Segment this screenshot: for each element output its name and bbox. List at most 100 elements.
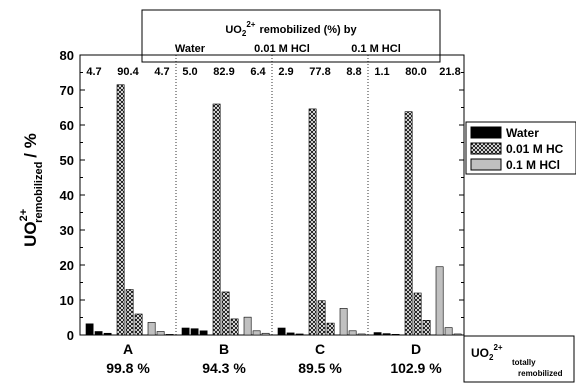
- top-value-label: 80.0: [405, 66, 426, 78]
- top-value-label: 6.4: [250, 66, 266, 78]
- bar-C-s1-3: [295, 333, 304, 336]
- bar-C-s3-1: [339, 308, 348, 336]
- category-label: B: [219, 341, 229, 357]
- top-value-label: 5.0: [182, 66, 197, 78]
- y-axis-label: UO2+ remobilized / %: [18, 133, 45, 247]
- percent-label: 99.8 %: [106, 360, 150, 376]
- bottom-box-line1: totally: [512, 358, 536, 367]
- top-values: 4.7 90.4 4.7 5.0 82.9 6.4 2.9 77.8 8.8 1.1 80.0 21.…: [86, 66, 460, 78]
- bar-B-s2-1: [212, 103, 221, 336]
- bar-A-s1-1: [85, 323, 94, 336]
- bars: [85, 84, 462, 336]
- top-box-uo-sup: 2+: [246, 20, 255, 29]
- ylabel-sub: remobilized: [33, 162, 45, 223]
- y-tick-label: 10: [60, 293, 74, 308]
- category-label: C: [315, 341, 325, 357]
- bar-A-s1-3: [103, 332, 112, 336]
- bar-A-s1-2: [94, 331, 103, 336]
- percent-label: 89.5 %: [298, 360, 342, 376]
- y-ticks: 0 10 20 30 40 50 60 70 80: [60, 48, 464, 343]
- bar-B-s3-2: [252, 330, 261, 336]
- legend: Water 0.01 M HC 0.1 M HCl: [465, 121, 576, 175]
- bottom-box-frame: [463, 335, 575, 383]
- y-tick-label: 70: [60, 83, 74, 98]
- bar-C-s1-1: [277, 327, 286, 336]
- bar-D-s2-1: [404, 111, 413, 336]
- category-labels: A 99.8 % B 94.3 % C 89.5 % D 102.9 %: [106, 341, 442, 376]
- bar-B-s1-1: [181, 327, 190, 336]
- top-value-label: 1.1: [374, 66, 389, 78]
- bottom-box: UO22+ totally remobilized: [463, 335, 575, 383]
- bar-C-s1-2: [286, 332, 295, 336]
- top-value-label: 77.8: [309, 66, 330, 78]
- bottom-box-line2: remobilized: [518, 369, 563, 378]
- legend-label-01: 0.1 M HCl: [506, 158, 560, 172]
- percent-label: 102.9 %: [390, 360, 442, 376]
- bar-C-s2-3: [326, 322, 335, 336]
- top-value-label: 8.8: [346, 66, 361, 78]
- y-tick-label: 0: [67, 328, 74, 343]
- bar-C-s3-2: [348, 330, 357, 336]
- top-value-label: 4.7: [86, 66, 101, 78]
- category-label: D: [411, 341, 421, 357]
- ylabel-main: UO: [21, 221, 40, 247]
- ylabel-unit: / %: [21, 133, 40, 158]
- bar-A-s2-3: [134, 313, 143, 336]
- bar-B-s2-3: [230, 318, 239, 336]
- top-box-title: UO22+ remobilized (%) by: [225, 20, 357, 38]
- bottom-box-title: UO22+: [471, 343, 503, 362]
- bar-B-s3-1: [243, 316, 252, 336]
- bar-C-s2-2: [317, 300, 326, 336]
- bar-B-s1-3: [199, 330, 208, 336]
- legend-swatch-water: [470, 126, 502, 139]
- top-value-label: 21.8: [439, 66, 460, 78]
- bar-C-s3-3: [357, 333, 366, 336]
- bar-D-s2-3: [422, 319, 431, 336]
- bar-B-s1-2: [190, 328, 199, 336]
- legend-label-001: 0.01 M HC: [506, 142, 564, 156]
- y-tick-label: 50: [60, 153, 74, 168]
- y-tick-label: 60: [60, 118, 74, 133]
- bar-D-s1-2: [382, 333, 391, 336]
- legend-swatch-001: [470, 142, 502, 155]
- bottom-box-uo-sub: 2: [489, 353, 494, 362]
- bar-D-s3-1: [435, 266, 444, 336]
- bar-C-s2-1: [308, 108, 317, 336]
- top-box-frame: [141, 9, 441, 63]
- bar-D-s3-2: [444, 327, 453, 336]
- top-value-label: 90.4: [117, 66, 139, 78]
- top-box-001: 0.01 M HCl: [254, 43, 310, 55]
- bar-A-s3-3: [165, 333, 174, 336]
- top-value-label: 4.7: [154, 66, 169, 78]
- percent-label: 94.3 %: [202, 360, 246, 376]
- bar-B-s3-3: [261, 332, 270, 336]
- bar-D-s3-3: [453, 333, 462, 336]
- top-value-label: 2.9: [278, 66, 293, 78]
- top-box-uo: UO: [225, 24, 242, 36]
- bar-A-s2-2: [125, 289, 134, 336]
- bar-A-s3-1: [147, 322, 156, 336]
- category-label: A: [123, 341, 133, 357]
- top-box: UO22+ remobilized (%) by Water 0.01 M HCl…: [141, 9, 441, 63]
- bar-A-s2-1: [116, 84, 125, 336]
- y-axis-title: UO2+ remobilized / %: [18, 133, 45, 247]
- top-box-01: 0.1 M HCl: [351, 43, 401, 55]
- group-dividers: [175, 55, 369, 335]
- bar-D-s2-2: [413, 292, 422, 336]
- top-value-label: 82.9: [213, 66, 234, 78]
- top-box-uo-sub: 2: [242, 29, 247, 38]
- bar-D-s1-1: [373, 332, 382, 336]
- legend-label-water: Water: [506, 126, 539, 140]
- legend-swatch-01: [470, 158, 502, 171]
- top-box-water: Water: [175, 43, 206, 55]
- y-tick-label: 20: [60, 258, 74, 273]
- top-box-rest: remobilized (%) by: [259, 24, 357, 36]
- bar-D-s1-3: [391, 333, 400, 336]
- bar-B-s2-2: [221, 291, 230, 336]
- y-tick-label: 30: [60, 223, 74, 238]
- y-tick-label: 80: [60, 48, 74, 63]
- bar-A-s3-2: [156, 331, 165, 336]
- ylabel-sup: 2+: [18, 209, 30, 222]
- y-tick-label: 40: [60, 188, 74, 203]
